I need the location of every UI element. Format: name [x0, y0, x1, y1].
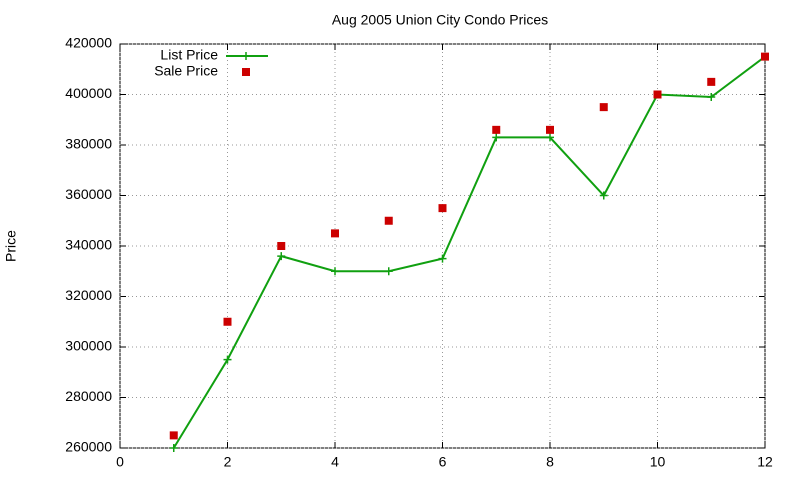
marker	[223, 355, 232, 364]
marker	[331, 229, 339, 238]
y-tick-label: 360000	[65, 186, 112, 202]
marker	[546, 125, 554, 134]
marker	[599, 103, 608, 112]
y-tick-label: 420000	[65, 35, 112, 51]
x-tick-label: 10	[650, 454, 666, 470]
y-tick-label: 280000	[65, 388, 112, 404]
legend-label: List Price	[160, 47, 218, 63]
marker	[223, 317, 232, 326]
series-line	[172, 55, 766, 449]
y-tick-label: 380000	[65, 136, 112, 152]
marker	[384, 216, 393, 225]
y-tick-label: 260000	[65, 439, 112, 455]
legend-marker	[242, 68, 250, 76]
x-tick-label: 12	[757, 454, 773, 470]
marker	[761, 52, 769, 61]
marker	[546, 133, 554, 142]
chart-title: Aug 2005 Union City Condo Prices	[332, 12, 548, 28]
marker	[169, 444, 178, 452]
x-tick-label: 4	[331, 454, 339, 470]
x-tick-label: 0	[116, 454, 124, 470]
marker	[599, 191, 608, 200]
marker	[331, 267, 339, 276]
x-tick-label: 8	[546, 454, 554, 470]
x-tick-label: 2	[224, 454, 232, 470]
marker	[277, 242, 286, 250]
y-tick-label: 320000	[65, 287, 112, 303]
marker	[384, 267, 393, 276]
marker	[653, 90, 662, 99]
marker	[438, 254, 447, 263]
x-tick-label: 6	[439, 454, 447, 470]
marker	[492, 133, 501, 142]
legend-label: Sale Price	[154, 63, 218, 79]
y-axis-label: Price	[3, 230, 19, 262]
legend-marker	[242, 52, 250, 60]
marker	[707, 93, 716, 102]
marker	[277, 252, 286, 261]
marker	[438, 204, 447, 213]
marker	[169, 431, 178, 440]
y-tick-label: 300000	[65, 338, 112, 354]
marker	[492, 125, 501, 134]
marker	[707, 77, 716, 86]
y-tick-label: 400000	[65, 85, 112, 101]
y-tick-label: 340000	[65, 237, 112, 253]
